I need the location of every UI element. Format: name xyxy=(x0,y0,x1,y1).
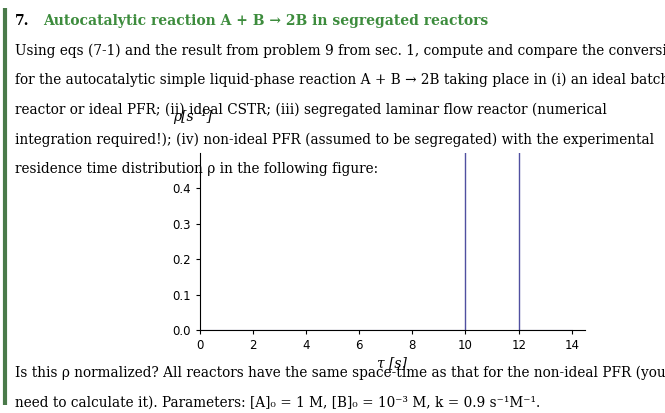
Text: 7.: 7. xyxy=(15,14,29,28)
Text: need to calculate it). Parameters: [A]₀ = 1 M, [B]₀ = 10⁻³ M, k = 0.9 s⁻¹M⁻¹.: need to calculate it). Parameters: [A]₀ … xyxy=(15,395,540,409)
Text: Is this ρ normalized? All reactors have the same space-time as that for the non-: Is this ρ normalized? All reactors have … xyxy=(15,366,665,380)
Text: Using eqs (7-1) and the result from problem 9 from sec. 1, compute and compare t: Using eqs (7-1) and the result from prob… xyxy=(15,43,665,58)
Text: reactor or ideal PFR; (ii) ideal CSTR; (iii) segregated laminar flow reactor (nu: reactor or ideal PFR; (ii) ideal CSTR; (… xyxy=(15,103,606,117)
Text: integration required!); (iv) non-ideal PFR (assumed to be segregated) with the e: integration required!); (iv) non-ideal P… xyxy=(15,133,654,147)
Text: for the autocatalytic simple liquid-phase reaction A + B → 2B taking place in (i: for the autocatalytic simple liquid-phas… xyxy=(15,73,665,88)
X-axis label: τ [s]: τ [s] xyxy=(378,356,407,370)
Text: Autocatalytic reaction A + B → 2B in segregated reactors: Autocatalytic reaction A + B → 2B in seg… xyxy=(43,14,489,28)
Text: residence time distribution ρ in the following figure:: residence time distribution ρ in the fol… xyxy=(15,162,378,176)
Text: ρ[s⁻¹]: ρ[s⁻¹] xyxy=(173,110,212,124)
